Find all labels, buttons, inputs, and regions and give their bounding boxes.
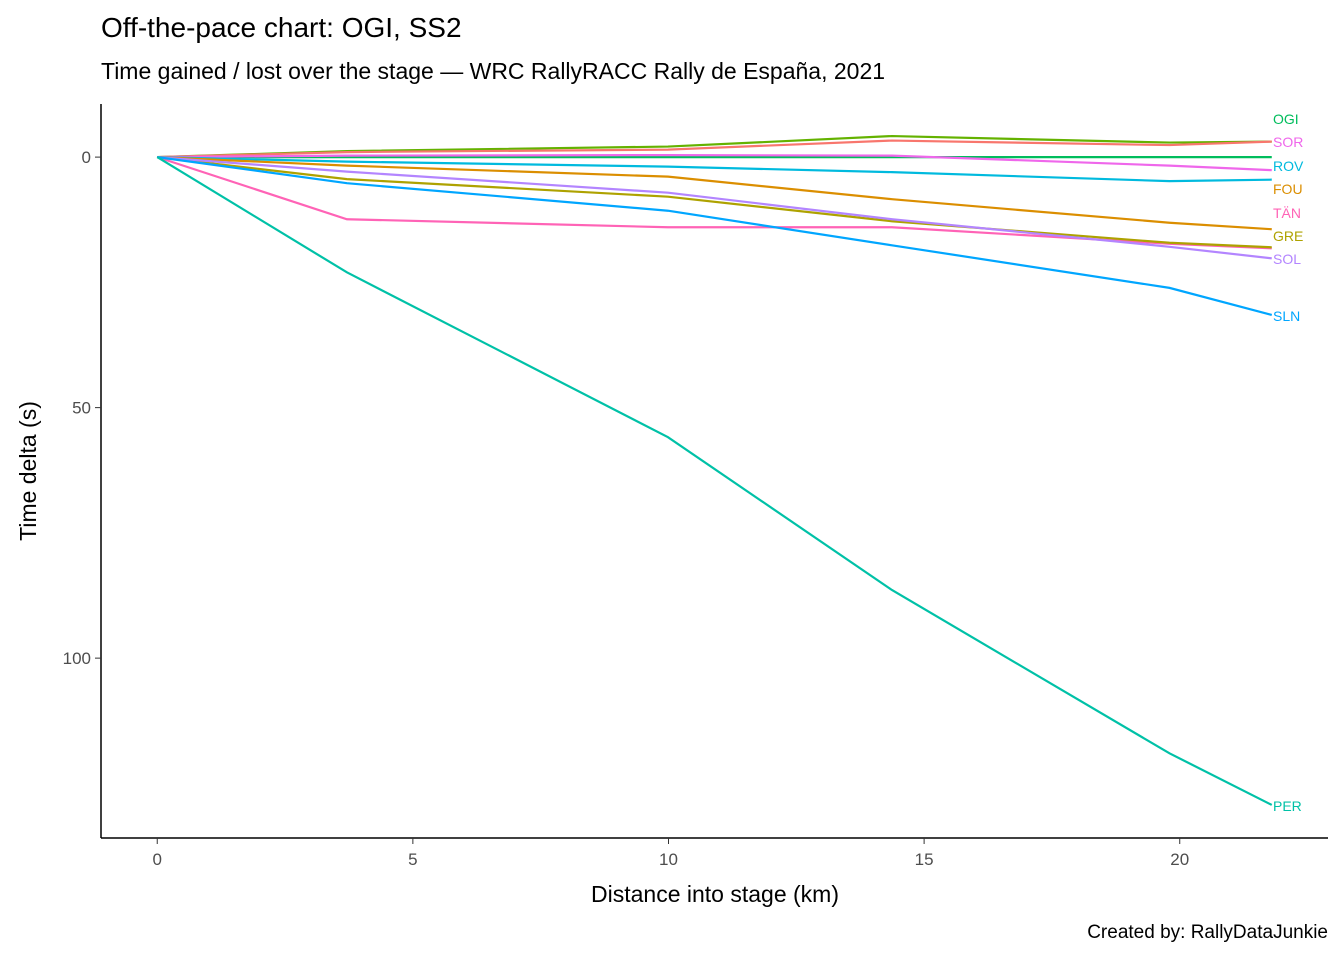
series-line-unlabelled-0	[157, 134, 1272, 159]
series-line-SLN	[157, 156, 1273, 316]
series-line-unlabelled-1	[157, 139, 1272, 159]
series-line-ROV	[157, 156, 1272, 183]
y-tick-label: 0	[82, 148, 91, 167]
series-label: PER	[1273, 798, 1302, 814]
series-label: OGI	[1273, 111, 1299, 127]
chart-subtitle: Time gained / lost over the stage — WRC …	[101, 58, 886, 84]
series-line-FOU	[157, 156, 1272, 231]
x-axis-label: Distance into stage (km)	[591, 881, 839, 907]
series-label: TÄN	[1273, 205, 1301, 221]
series-label: ROV	[1273, 158, 1304, 174]
x-tick-label: 10	[659, 850, 678, 869]
series-label: SOR	[1273, 134, 1303, 150]
x-tick-label: 20	[1170, 850, 1189, 869]
series-line-SOR	[157, 154, 1272, 172]
series-line-PER	[156, 156, 1273, 806]
y-axis-label: Time delta (s)	[15, 401, 41, 541]
series-label: SLN	[1273, 308, 1300, 324]
x-tick-label: 15	[915, 850, 934, 869]
series-line-SOL	[157, 156, 1272, 260]
x-tick-label: 0	[153, 850, 162, 869]
series-label: FOU	[1273, 181, 1303, 197]
chart-title: Off-the-pace chart: OGI, SS2	[101, 12, 462, 43]
y-tick-label: 50	[72, 399, 91, 418]
x-tick-label: 5	[408, 850, 417, 869]
caption: Created by: RallyDataJunkie	[1087, 922, 1328, 943]
series-label: GRE	[1273, 228, 1303, 244]
series-line-GRE	[157, 156, 1272, 249]
y-tick-label: 100	[63, 649, 91, 668]
series-label: SOL	[1273, 251, 1301, 267]
